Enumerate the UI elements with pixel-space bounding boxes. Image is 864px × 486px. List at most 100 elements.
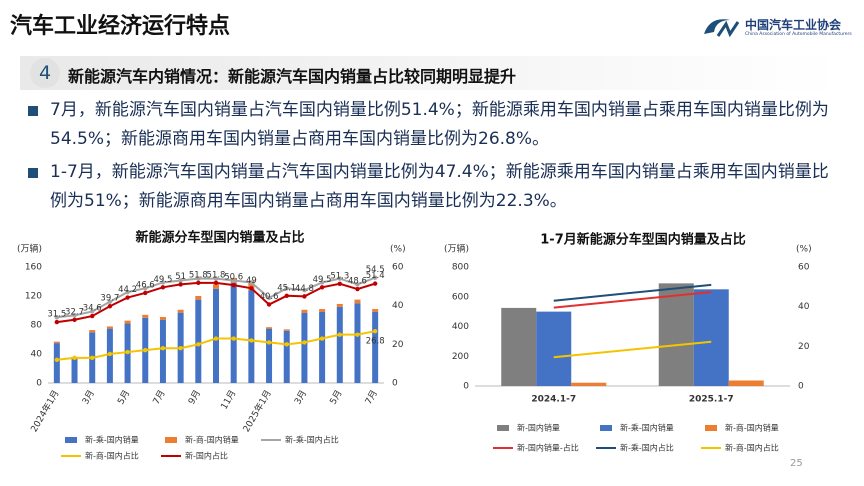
- logo-icon: [704, 19, 740, 38]
- line-marker: [72, 317, 77, 322]
- bar: [501, 307, 537, 386]
- y-tick-label: 400: [452, 322, 469, 332]
- bullet: 7月，新能源汽车国内销量占汽车国内销量比例51.4%；新能源乘用车国内销量占乘用…: [28, 96, 840, 154]
- legend-label: 新-乘-国内占比: [285, 435, 339, 445]
- line-marker: [266, 340, 272, 345]
- data-label: 34.6: [83, 304, 102, 314]
- line-marker: [213, 336, 219, 341]
- data-label: 51.3: [330, 271, 349, 281]
- line-marker: [266, 295, 272, 301]
- line-marker: [125, 349, 130, 355]
- line-marker: [107, 351, 113, 357]
- chart-title: 新能源分车型国内销量及占比: [135, 230, 304, 246]
- line-marker: [178, 278, 183, 283]
- line-marker: [107, 304, 113, 309]
- line-marker: [107, 299, 113, 304]
- x-tick-label: 7月: [151, 388, 168, 406]
- y-tick-label: 600: [452, 292, 469, 302]
- chart-title: 1-7月新能源分车型国内销量及占比: [540, 232, 746, 248]
- section-title: 新能源汽车内销情况：新能源汽车国内销量占比较同期明显提升: [68, 67, 517, 86]
- data-label: 44.8: [295, 284, 314, 294]
- legend-swatch: [165, 437, 177, 443]
- bar: [301, 312, 308, 383]
- y-tick-label: 800: [452, 263, 469, 273]
- section-band: [20, 56, 840, 90]
- line-marker: [355, 332, 360, 337]
- data-label: 49.5: [313, 275, 332, 285]
- bar: [177, 309, 184, 313]
- line-marker: [355, 286, 360, 292]
- line-marker: [90, 309, 95, 314]
- bar: [89, 330, 96, 333]
- line-marker: [319, 280, 325, 285]
- header-title: 汽车工业经济运行特点: [10, 14, 231, 39]
- line-marker: [231, 282, 236, 288]
- legend-label: 新-国内销量: [517, 423, 560, 433]
- data-label: 26.8: [366, 337, 385, 347]
- legend-label: 新-国内占比: [185, 451, 228, 461]
- y-tick-label: 0: [463, 382, 469, 392]
- line-marker: [372, 275, 378, 280]
- x-tick-label: 3月: [292, 388, 309, 406]
- bar: [213, 284, 219, 289]
- line-marker: [90, 355, 95, 361]
- bar: [336, 306, 343, 383]
- y2-tick-label: 60: [798, 263, 810, 273]
- bar: [142, 314, 149, 318]
- line-marker: [160, 346, 166, 351]
- bar: [354, 303, 361, 383]
- y2-tick-label: 40: [798, 302, 810, 312]
- y-tick-label: 0: [36, 379, 42, 389]
- data-label: 45.1: [277, 283, 296, 293]
- bar: [283, 330, 290, 383]
- legend-label: 新-乘-国内销量: [620, 423, 674, 433]
- bullet: 1-7月，新能源汽车国内销量占汽车国内销量比例为47.4%；新能源乘用车国内销量…: [28, 158, 840, 216]
- y-tick-label: 40: [31, 350, 43, 360]
- y2-tick-label: 20: [798, 342, 810, 352]
- line-marker: [302, 294, 307, 299]
- bar: [230, 282, 237, 383]
- data-label: 49: [246, 276, 257, 286]
- x-tick-label: 2024.1-7: [531, 395, 576, 405]
- bar: [372, 309, 379, 312]
- legend-label: 新-商-国内占比: [85, 451, 139, 461]
- line-marker: [284, 293, 289, 299]
- bar: [301, 309, 308, 313]
- y2-axis-label: (%): [390, 245, 406, 255]
- y2-tick-label: 40: [392, 301, 404, 311]
- data-label: 51.4: [366, 271, 385, 281]
- bar: [106, 326, 113, 329]
- y-tick-label: 160: [25, 263, 42, 273]
- legend-swatch: [497, 425, 509, 431]
- y2-tick-label: 0: [798, 382, 804, 392]
- data-label: 40.6: [260, 292, 279, 302]
- line-marker: [231, 336, 236, 341]
- line: [553, 290, 712, 309]
- x-tick-label: 7月: [363, 388, 380, 406]
- bar: [658, 283, 694, 386]
- line-marker: [249, 286, 254, 291]
- line-marker: [72, 313, 77, 318]
- bar: [336, 303, 343, 307]
- line-marker: [72, 355, 77, 361]
- bar: [159, 317, 166, 320]
- bar: [266, 327, 273, 329]
- line-marker: [302, 340, 307, 345]
- bar: [319, 309, 326, 312]
- legend-swatch: [600, 425, 612, 431]
- line-marker: [249, 338, 254, 343]
- data-label: 51.8: [207, 270, 226, 280]
- line: [553, 283, 712, 302]
- y-tick-label: 200: [452, 352, 469, 362]
- y-axis-label: (万辆): [17, 243, 42, 255]
- line-marker: [178, 282, 183, 287]
- data-label: 51.8: [189, 270, 208, 280]
- bar: [71, 357, 78, 383]
- section-number: 4: [30, 58, 60, 88]
- data-label: 31.5: [47, 310, 66, 320]
- y-tick-label: 80: [31, 321, 43, 331]
- data-label: 39.7: [100, 294, 119, 304]
- line-marker: [337, 276, 342, 281]
- line-marker: [266, 302, 272, 307]
